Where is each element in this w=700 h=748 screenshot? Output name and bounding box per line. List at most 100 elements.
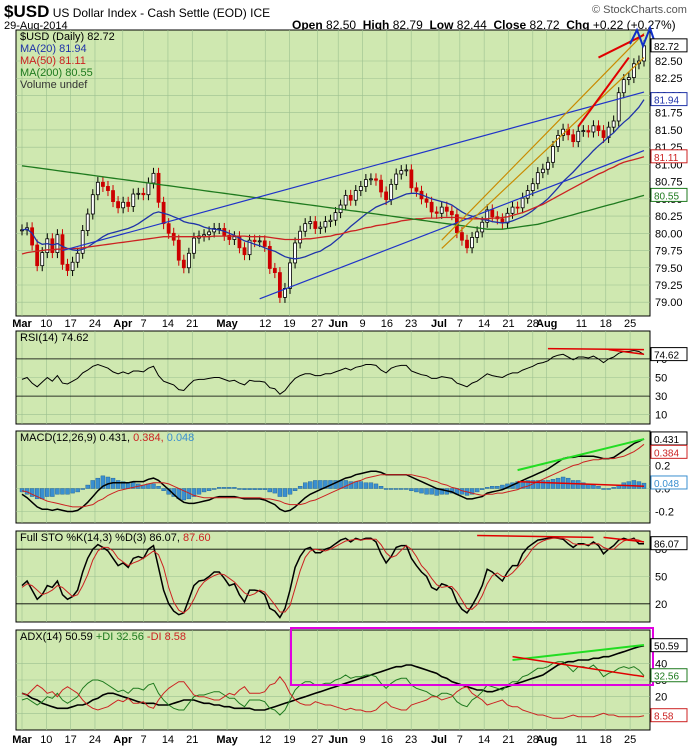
open-label: Open — [292, 18, 323, 32]
macd-hist-bar — [490, 486, 495, 489]
tag-macd-hist-box — [650, 475, 688, 490]
candle-body — [212, 228, 217, 233]
macd-hist-bar — [297, 486, 303, 489]
tag-adx-box — [650, 638, 688, 653]
macd-hist-bar — [85, 484, 90, 489]
macd-hist-bar — [474, 488, 480, 493]
candle-body — [353, 190, 358, 201]
tag-ma20: 81.94 — [654, 96, 679, 107]
macd-hist-bar — [591, 484, 596, 489]
x-tick-label-bottom: 14 — [478, 734, 490, 746]
x-tick-label-top: 11 — [576, 318, 587, 330]
macd-hist-bar — [282, 488, 288, 497]
macd-hist-bar — [206, 488, 212, 491]
candle-body — [465, 239, 469, 249]
candle-body — [181, 259, 186, 269]
candle-body — [586, 130, 591, 133]
macd-hist-bar — [247, 488, 252, 490]
macd-hist-bar — [95, 477, 101, 489]
rsi-tick-label: 10 — [655, 410, 667, 422]
candle-body — [278, 272, 282, 298]
x-tick-label-bottom: Jul — [431, 734, 447, 746]
x-tick-label-bottom: 25 — [624, 734, 636, 746]
macd-hist-bar — [232, 487, 237, 489]
pdi-value: +DI 32.56 — [96, 631, 147, 643]
macd-hist-bar — [469, 488, 475, 495]
macd-signal-line — [21, 443, 645, 508]
sto-annot-red — [477, 534, 594, 539]
adx-line — [21, 644, 645, 711]
rsi-label: RSI(14) 74.62 — [20, 332, 88, 344]
candle-body — [470, 237, 474, 249]
candle-body — [626, 77, 631, 81]
macd-hist-bar — [262, 488, 267, 490]
candle-body — [151, 172, 156, 184]
macd-hist-bar — [606, 488, 611, 490]
price-tick-label: 79.25 — [655, 280, 683, 292]
macd-hist-bar — [50, 488, 55, 497]
candle-body — [480, 221, 485, 233]
macd-hist-bar — [545, 480, 551, 489]
macd-hist-bar — [404, 488, 409, 490]
tag-sto: 86.07 — [654, 540, 679, 551]
annot-blue-zigzag — [629, 25, 657, 49]
x-tick-label-top: 18 — [600, 318, 612, 330]
macd-hist-bar — [90, 480, 95, 489]
tag-macd-signal: 0.384 — [654, 448, 679, 459]
macd-signal-value: 0.384, — [133, 432, 167, 444]
candle-body — [475, 231, 480, 238]
candle-body — [303, 223, 308, 232]
rsi-annot-red-2 — [608, 348, 645, 355]
candle-body — [556, 135, 560, 147]
macd-hist-bar — [242, 488, 247, 490]
macd-hist-bar — [252, 488, 257, 490]
macd-hist-bar — [500, 484, 505, 489]
candle-body — [298, 230, 303, 244]
macd-hist-bar — [429, 488, 434, 495]
open-value: 82.50 — [326, 18, 357, 32]
mdi-value: -DI 8.58 — [147, 631, 186, 643]
x-tick-label-bottom: 7 — [141, 734, 147, 746]
x-tick-label-bottom: 12 — [259, 734, 271, 746]
x-tick-label-top: Aug — [536, 318, 557, 330]
candle-body — [510, 206, 515, 214]
legend-ma50: MA(50) 81.11 — [20, 55, 86, 67]
candle-body — [449, 210, 454, 216]
candle-body — [434, 211, 439, 214]
candle-body — [166, 223, 171, 234]
candle-body — [146, 182, 151, 196]
candle-body — [101, 181, 105, 187]
macd-hist-bar — [424, 488, 429, 495]
legend-volume: Volume undef — [20, 79, 88, 91]
tag-rsi-box — [650, 347, 688, 362]
candle-body — [399, 170, 404, 175]
macd-hist-value: 0.048 — [167, 432, 195, 444]
candle-body — [106, 186, 110, 191]
x-tick-label-top: 24 — [89, 318, 101, 330]
x-tick-label-top: 27 — [311, 318, 323, 330]
macd-label: MACD(12,26,9) 0.431, 0.384, 0.048 — [20, 432, 194, 444]
macd-hist-bar — [318, 480, 323, 489]
candle-body — [242, 247, 247, 256]
x-tick-label-bottom: 9 — [359, 734, 365, 746]
macd-hist-bar — [358, 481, 364, 489]
candle-body — [414, 187, 419, 192]
candle-body — [50, 238, 55, 253]
candle-body — [80, 230, 85, 254]
macd-hist-bar — [55, 488, 60, 495]
macd-hist-bar — [525, 480, 530, 489]
candle-body — [460, 232, 464, 241]
macd-annot-green — [517, 438, 645, 472]
candle-body — [313, 221, 318, 229]
tag-rsi: 74.62 — [654, 351, 679, 362]
candle-body — [490, 209, 495, 218]
mdi-line — [21, 675, 645, 719]
candle-body — [141, 192, 146, 196]
macd-hist-bar — [60, 488, 65, 495]
candle-body — [333, 212, 338, 221]
macd-hist-bar — [131, 482, 136, 489]
sto-d-line — [21, 537, 645, 614]
price-tick-label: 79.50 — [655, 263, 683, 275]
candle-body — [45, 238, 50, 253]
macd-hist-bar — [378, 486, 384, 489]
